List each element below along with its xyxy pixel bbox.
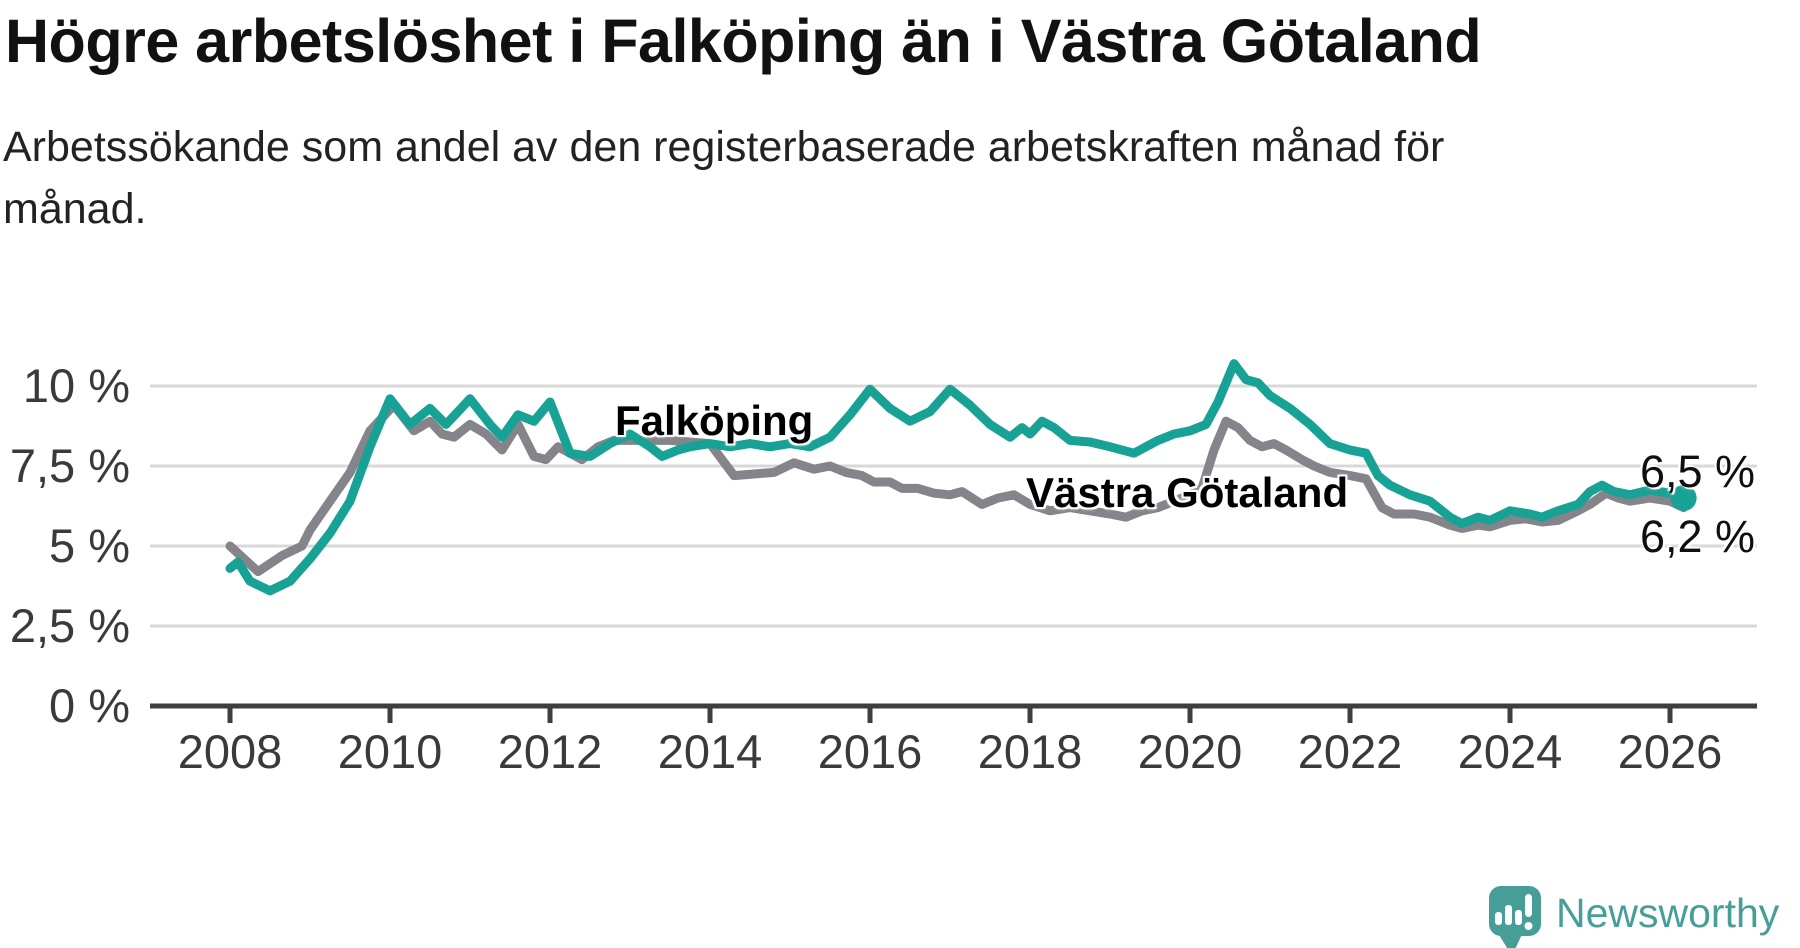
- series-end-dot-falkoping: [1670, 485, 1697, 511]
- y-axis-tick-label: 7,5 %: [10, 439, 130, 492]
- logo-exclamation-dot: [1524, 922, 1533, 930]
- y-axis-tick-label: 10 %: [23, 359, 130, 412]
- newsworthy-logo-text: Newsworthy: [1556, 890, 1780, 936]
- x-axis-tick-label: 2026: [1618, 725, 1723, 778]
- y-axis-tick-label: 0 %: [49, 679, 130, 732]
- logo-bar-2: [1505, 905, 1512, 925]
- x-axis-tick-label: 2016: [818, 725, 923, 778]
- chart-subtitle: Arbetssökande som andel av den registerb…: [3, 123, 1445, 233]
- x-axis-tick-label: 2010: [338, 725, 443, 778]
- end-value-falkoping: 6,5 %: [1640, 446, 1756, 497]
- page-title: Högre arbetslöshet i Falköping än i Väst…: [5, 7, 1482, 75]
- newsworthy-logo-tail: [1496, 930, 1524, 948]
- end-value-vastra-gotaland: 6,2 %: [1640, 511, 1756, 562]
- x-axis-tick-label: 2020: [1138, 725, 1243, 778]
- series-line-vastra_gotaland: [225, 400, 1689, 577]
- series-label-falkoping: Falköping: [615, 397, 814, 444]
- x-axis-tick-label: 2024: [1458, 725, 1563, 778]
- logo-bar-1: [1495, 912, 1502, 925]
- x-axis-tick-label: 2008: [178, 725, 283, 778]
- y-axis-tick-label: 5 %: [49, 519, 130, 572]
- series-label-vastra-gotaland: Västra Götaland: [1026, 469, 1349, 516]
- x-axis-tick-label: 2018: [978, 725, 1083, 778]
- newsworthy-logo-icon: [1489, 886, 1541, 936]
- x-axis-tick-label: 2022: [1298, 725, 1403, 778]
- x-axis-tick-label: 2014: [658, 725, 763, 778]
- series-line-falkoping: [225, 359, 1689, 596]
- x-axis-tick-label: 2012: [498, 725, 603, 778]
- y-axis-tick-label: 2,5 %: [10, 599, 130, 652]
- logo-exclamation-bar: [1525, 894, 1532, 917]
- logo-bar-3: [1515, 910, 1522, 925]
